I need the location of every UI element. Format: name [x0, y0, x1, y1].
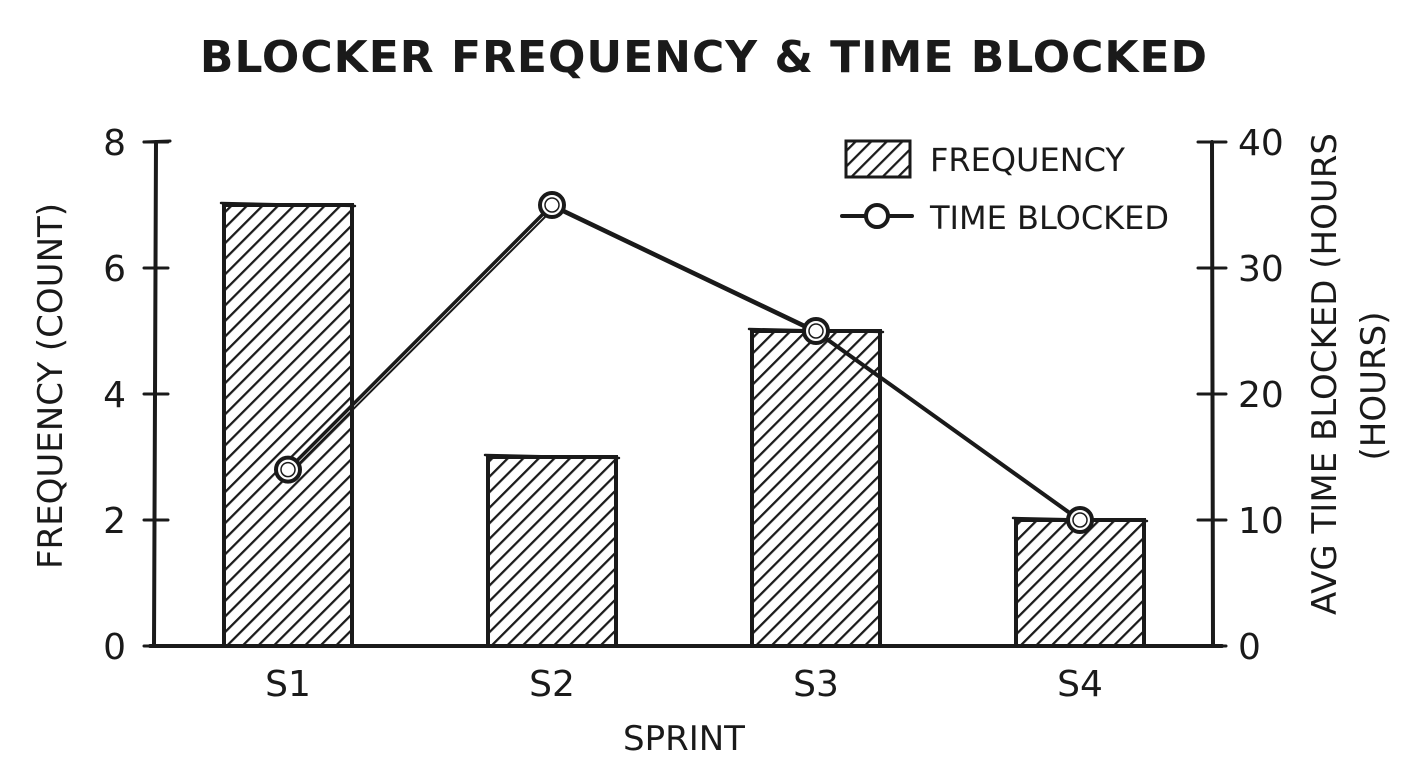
time-blocked-line-sketch	[289, 207, 1083, 524]
x-tick-label-s4: S4	[1057, 664, 1103, 705]
bar-edge-s2	[483, 453, 621, 460]
bar-s4	[1014, 518, 1146, 648]
legend-swatch-frequency	[844, 139, 912, 179]
time-blocked-point-s2	[538, 191, 566, 219]
y2-tick-label: 0	[1238, 627, 1261, 668]
legend-label-time-blocked: TIME BLOCKED	[929, 199, 1169, 237]
line-series	[274, 191, 1094, 534]
y2-tick-label: 40	[1238, 123, 1284, 164]
y-axis-label-right-line2: (HOURS)	[1354, 312, 1394, 461]
time-blocked-point-inner-s2	[544, 197, 560, 213]
y-axis-label-left: FREQUENCY (COUNT)	[31, 203, 71, 569]
x-tick-label-s2: S2	[529, 664, 575, 705]
ticks: 0 2 4 6 8 0 10 20 30 40 S1 S2 S3 S4	[103, 123, 1284, 705]
y-tick-label: 0	[103, 627, 126, 668]
bar-s3	[750, 329, 882, 648]
y2-tick-label: 10	[1238, 501, 1284, 542]
legend-marker-time-blocked	[864, 203, 890, 229]
time-blocked-line	[286, 203, 1082, 522]
time-blocked-point-inner-s3	[808, 323, 824, 339]
time-blocked-point-inner-s4	[1072, 512, 1088, 528]
x-axis	[148, 643, 1224, 649]
x-tick-label-s1: S1	[265, 664, 311, 705]
legend-label-frequency: FREQUENCY	[930, 141, 1125, 179]
time-blocked-point-s1	[274, 455, 302, 484]
y2-tick-label: 20	[1238, 375, 1284, 416]
y2-tick-label: 30	[1238, 249, 1284, 290]
bar-series	[219, 201, 1149, 648]
y-axis-label-right-line1: AVG TIME BLOCKED (HOURS	[1305, 133, 1345, 615]
time-blocked-point-s3	[802, 317, 830, 345]
bar-edge-s1	[219, 201, 357, 208]
x-axis-label: SPRINT	[623, 719, 745, 759]
chart-title: BLOCKER FREQUENCY & TIME BLOCKED	[200, 32, 1208, 83]
bar-s2	[486, 455, 618, 648]
time-blocked-point-s4	[1066, 506, 1094, 534]
legend: FREQUENCY TIME BLOCKED	[840, 139, 1169, 237]
time-blocked-point-inner-s1	[280, 461, 296, 478]
y-tick-label: 4	[103, 375, 126, 416]
x-tick-label-s3: S3	[793, 664, 839, 705]
y-tick-label: 2	[103, 501, 126, 542]
y-tick-label: 8	[103, 123, 126, 164]
y-tick-label: 6	[103, 249, 126, 290]
